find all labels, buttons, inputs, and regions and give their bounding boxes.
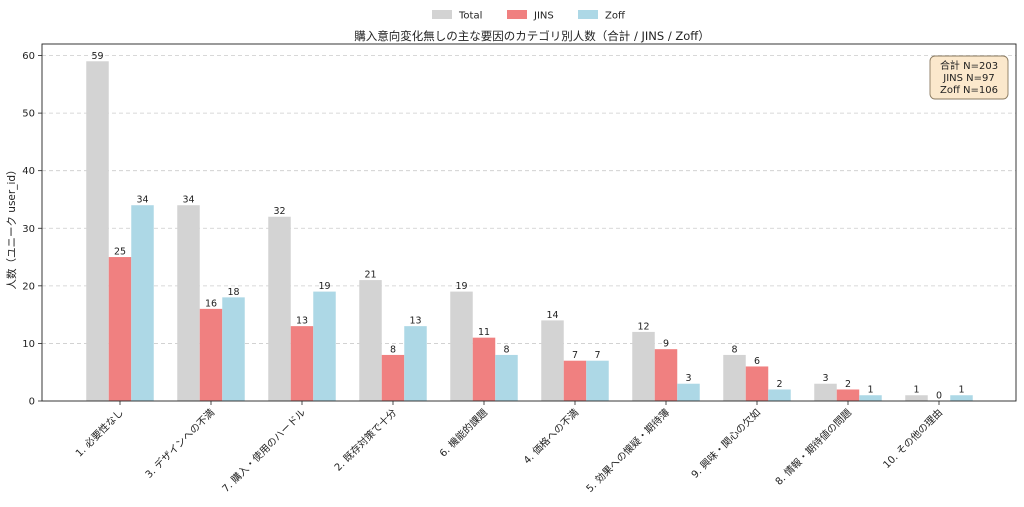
legend-label-total: Total	[458, 11, 482, 22]
chart-title: 購入意向変化無しの主な要因のカテゴリ別人数（合計 / JINS / Zoff）	[354, 29, 709, 43]
data-label: 3	[822, 373, 828, 384]
bar-jins-1	[108, 257, 132, 401]
data-label: 8	[503, 344, 509, 355]
bar-jins-5	[472, 337, 496, 401]
y-tick-label: 0	[29, 397, 35, 408]
annotation-line: Zoff N=106	[940, 85, 998, 96]
bar-total-5	[450, 291, 473, 401]
x-tick-label: 4. 価格への不満	[520, 406, 581, 467]
bar-total-7	[632, 331, 655, 401]
legend-label-jins: JINS	[533, 11, 554, 22]
x-tick-label: 9. 興味・関心の欠如	[688, 406, 763, 481]
x-tick-label: 1. 必要性なし	[73, 406, 127, 460]
x-tick-label: 8. 情報・期待値の問題	[772, 406, 854, 488]
bar-zoff-4	[404, 326, 427, 401]
legend-swatch-zoff	[578, 10, 598, 19]
bar-jins-8	[745, 366, 769, 401]
bar-zoff-10	[950, 395, 973, 401]
bar-total-6	[541, 320, 564, 401]
bar-zoff-5	[495, 354, 518, 401]
bar-total-3	[268, 216, 291, 401]
data-label: 2	[845, 379, 851, 390]
bar-jins-7	[654, 349, 678, 401]
legend-swatch-jins	[507, 10, 527, 19]
data-label: 8	[731, 344, 737, 355]
bars	[86, 61, 973, 401]
data-label: 12	[637, 321, 649, 332]
legend-swatch-total	[432, 10, 452, 19]
data-label: 21	[364, 270, 376, 281]
bar-total-4	[359, 280, 382, 401]
data-label: 34	[182, 195, 194, 206]
bar-total-2	[177, 205, 200, 401]
data-label: 13	[296, 316, 308, 327]
y-axis-label: 人数（ユニーク user_id）	[5, 164, 18, 289]
data-label: 7	[594, 350, 600, 361]
data-label: 6	[754, 356, 760, 367]
bar-total-1	[86, 61, 109, 401]
data-label: 8	[390, 344, 396, 355]
data-label: 25	[114, 247, 126, 258]
data-label: 14	[546, 310, 558, 321]
legend: Total JINS Zoff	[432, 10, 626, 22]
data-label: 13	[409, 316, 421, 327]
y-tick-label: 50	[22, 109, 35, 120]
x-tick-label: 7. 購入・使用のハードル	[219, 406, 308, 495]
bar-zoff-1	[131, 205, 154, 401]
data-label: 16	[205, 298, 217, 309]
bar-zoff-6	[586, 360, 609, 401]
bar-jins-4	[381, 354, 405, 401]
y-tick-label: 40	[22, 166, 35, 177]
legend-label-zoff: Zoff	[605, 11, 626, 22]
x-tick-label: 5. 効果への懐疑・期待薄	[583, 406, 672, 495]
bar-zoff-9	[859, 395, 882, 401]
data-label: 59	[91, 51, 103, 62]
bar-jins-9	[836, 389, 860, 401]
data-label: 32	[273, 206, 285, 217]
x-tick-label: 6. 機能的課題	[437, 406, 491, 460]
data-label: 7	[572, 350, 578, 361]
bar-zoff-7	[677, 383, 700, 401]
data-label: 18	[227, 287, 239, 298]
x-tick-label: 10. その他の理由	[880, 406, 945, 471]
data-label: 1	[867, 385, 873, 396]
y-tick-label: 20	[22, 281, 35, 292]
x-tick-label: 2. 既存対策で十分	[331, 406, 399, 474]
annotation-line: 合計 N=203	[940, 59, 998, 72]
bar-total-10	[905, 395, 928, 401]
plot-frame	[41, 43, 1017, 402]
annotation-box-frame	[929, 55, 1009, 100]
annotation-line: JINS N=97	[942, 73, 995, 84]
data-label: 1	[913, 385, 919, 396]
data-label: 3	[685, 373, 691, 384]
y-tick-label: 60	[22, 51, 35, 62]
y-tick-label: 30	[22, 224, 35, 235]
bar-jins-6	[563, 360, 587, 401]
data-label: 9	[663, 339, 669, 350]
y-tick-label: 10	[22, 339, 35, 350]
bar-jins-3	[290, 326, 314, 401]
data-label: 1	[958, 385, 964, 396]
bar-zoff-8	[768, 389, 791, 401]
data-label: 11	[478, 327, 490, 338]
x-tick-label: 3. デザインへの不満	[142, 406, 217, 481]
bar-zoff-3	[313, 291, 336, 401]
bar-zoff-2	[222, 297, 245, 401]
data-label: 2	[776, 379, 782, 390]
data-label: 19	[318, 281, 330, 292]
bar-jins-2	[199, 308, 223, 401]
data-label: 19	[455, 281, 467, 292]
data-label: 34	[136, 195, 148, 206]
bar-total-9	[814, 383, 837, 401]
bar-total-8	[723, 354, 746, 401]
gridlines	[42, 55, 1016, 344]
data-label: 0	[936, 391, 942, 402]
